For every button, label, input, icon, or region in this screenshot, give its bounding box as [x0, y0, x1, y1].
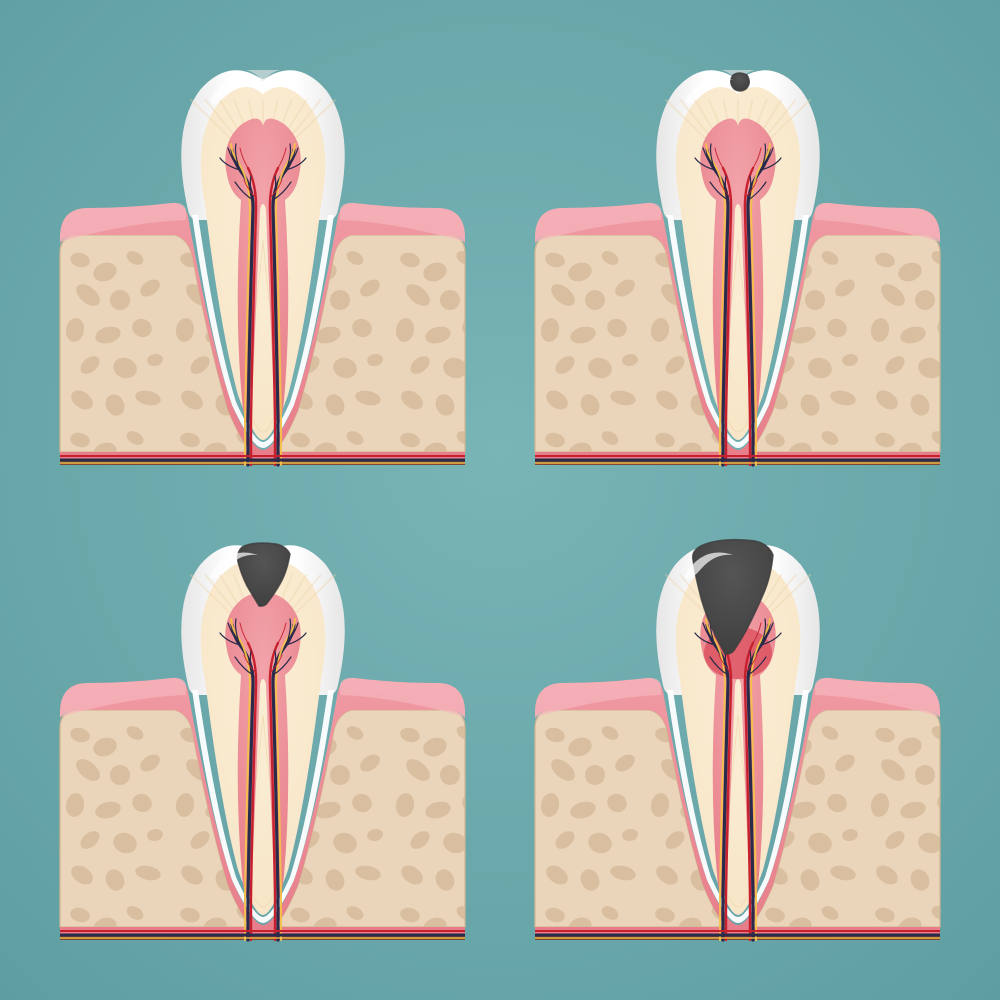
tooth-decay-infographic [0, 0, 1000, 1000]
